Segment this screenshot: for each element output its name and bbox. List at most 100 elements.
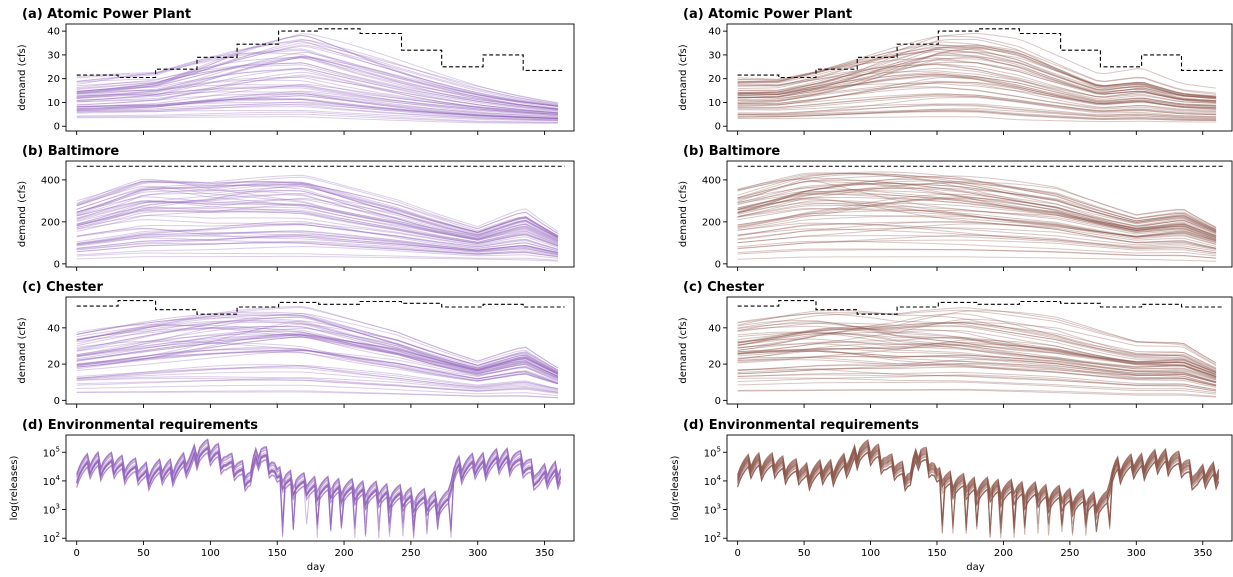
ensemble-line [737,345,1217,378]
y-tick-label: 10 [47,98,60,109]
ensemble-line [76,451,562,528]
ensemble-line [737,174,1217,233]
ensemble-line [76,377,559,393]
ensemble-line [76,236,559,256]
ensemble-line [76,447,562,538]
ensemble-line [76,332,559,381]
ensemble-line [737,177,1217,232]
ensemble-line [76,209,559,247]
ensemble-line [76,322,559,374]
ensemble-line [737,339,1217,379]
ensemble-line [737,443,1220,530]
demand-limit-line [737,300,1223,315]
ensemble-line [76,98,559,119]
ensemble-line [737,336,1217,378]
ensemble-line [76,377,559,394]
ensemble-line [737,93,1217,115]
ensemble-line [737,322,1217,370]
ensemble-line [76,333,559,379]
ensemble-line [76,336,559,381]
ensemble-line [76,40,559,106]
ensemble-line [737,446,1220,536]
panel-right-b: (b) Baltimore 0 200 400 demand (cfs) [678,144,1233,271]
ensemble-line [737,48,1217,99]
ensemble-line [76,206,559,246]
x-tick-label: 300 [468,548,487,559]
ensemble-line [737,56,1217,103]
ensemble-line [737,374,1217,392]
ensemble-line [76,447,562,539]
ensemble-line [76,446,562,528]
ensemble-line [76,183,559,239]
ensemble-line [737,200,1217,242]
ensemble-line [737,343,1217,377]
ensemble-line [76,180,559,238]
ensemble-line [76,95,559,119]
ensemble-line [76,97,559,119]
ensemble-line [76,446,562,533]
x-tick-label: 50 [137,548,150,559]
ensemble-line [737,447,1220,534]
ensemble-line [76,237,559,256]
ensemble-line [76,219,559,250]
ensemble-line [737,215,1217,245]
x-tick-label: 150 [268,548,287,559]
ensemble-line [737,223,1217,250]
panel-title: (a) Atomic Power Plant [22,7,191,22]
ensemble-traces [76,438,562,539]
x-tick-label: 200 [994,548,1013,559]
ensemble-line [737,46,1217,97]
ensemble-line [737,350,1217,384]
y-tick-label: 200 [41,217,60,228]
ensemble-line [737,193,1217,239]
ensemble-line [76,347,559,385]
ensemble-line [76,101,559,121]
panel-right-d: (d) Environmental requirements 102 103 104 1… [670,418,1233,573]
ensemble-line [76,364,559,390]
ensemble-line [76,180,559,236]
ensemble-line [76,230,559,254]
ensemble-line [76,64,559,111]
ensemble-line [737,181,1217,228]
ensemble-line [76,379,559,395]
ensemble-line [737,310,1217,366]
ensemble-line [737,363,1217,387]
ensemble-line [76,384,559,397]
ensemble-line [76,178,559,238]
ensemble-line [76,351,559,385]
ensemble-line [76,85,559,115]
ensemble-line [737,61,1217,103]
ensemble-line [76,180,559,237]
ensemble-line [737,439,1220,538]
ensemble-line [76,55,559,110]
ensemble-line [737,197,1217,239]
ensemble-line [737,63,1217,104]
y-tick-label: 40 [47,27,60,38]
ensemble-line [76,62,559,111]
ensemble-line [737,444,1220,528]
ensemble-line [737,202,1217,243]
ensemble-traces [737,307,1217,398]
ensemble-line [737,95,1217,116]
ensemble-line [76,210,559,247]
ensemble-line [737,350,1217,383]
ensemble-line [737,444,1220,538]
ensemble-line [737,109,1217,120]
ensemble-line [737,327,1217,375]
ensemble-line [737,63,1217,104]
ensemble-line [76,196,559,243]
ensemble-line [76,192,559,238]
ensemble-line [737,187,1217,237]
demand-limit-line [76,28,565,79]
ensemble-line [76,366,559,390]
ensemble-line [737,181,1217,235]
ensemble-line [76,326,559,375]
ensemble-line [737,108,1217,120]
ensemble-line [76,224,559,252]
ensemble-line [737,192,1217,238]
ensemble-line [737,451,1220,539]
ensemble-line [76,233,559,255]
ensemble-line [76,76,559,114]
ensemble-line [737,441,1220,534]
ensemble-line [76,438,562,537]
